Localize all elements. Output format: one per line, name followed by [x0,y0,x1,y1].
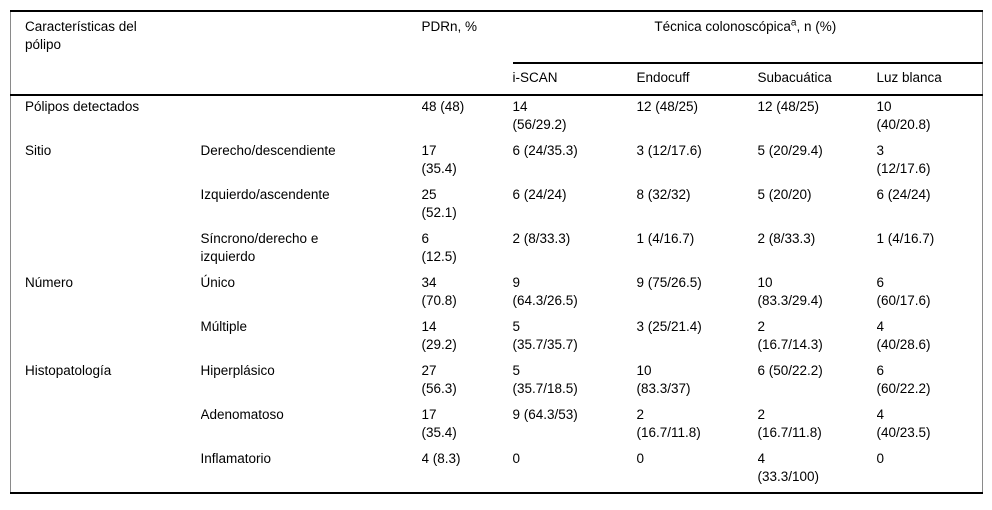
col-header-polyp-characteristics: Características del pólipo [10,11,422,96]
table-cell: 5 (20/20) [757,187,812,202]
table-cell: 0 [636,451,645,466]
table-cell: 6 (24/24) [876,187,931,202]
row-label-empty [11,228,201,272]
page-body: Características del pólipo PDRn, % Técni… [10,10,984,494]
technique-group-label: Técnica colonoscópica [654,19,791,34]
table-cell: 14 (56/29.2) [512,99,567,132]
table-cell: Adenomatoso [200,407,284,422]
table-cell: 25 (52.1) [421,187,457,220]
table-header: Características del pólipo PDRn, % Técni… [10,11,983,96]
table-cell: Izquierdo/ascendente [200,187,330,202]
table-cell: 9 (75/26.5) [636,275,702,290]
row-label-numero: Número [25,275,74,290]
row-label-empty [11,316,201,360]
table-cell: Múltiple [200,319,248,334]
table-cell: 4 (40/23.5) [876,407,931,440]
table-cell: 5 (20/29.4) [757,143,823,158]
footnote-marker-a: a [790,17,797,29]
table-cell: Único [200,275,236,290]
table-row: Histopatología Hiperplásico 27 (56.3) 5 … [11,360,983,404]
table-cell: 6 (24/35.3) [512,143,578,158]
table-cell: 2 (8/33.3) [757,231,816,246]
table-cell: 10 (40/20.8) [876,99,931,132]
table-cell: 0 [512,451,521,466]
table-cell: 1 (4/16.7) [876,231,935,246]
header-row-subcolumns: i-SCAN Endocuff Subacuática Luz blanca [11,63,983,96]
table-cell: 10 (83.3/37) [636,363,691,396]
table-body: Pólipos detectados 48 (48) 14 (56/29.2) … [11,95,983,493]
table-cell [201,95,422,140]
row-label-empty [11,448,201,493]
table-cell: 0 [876,451,885,466]
table-cell: 48 (48) [421,99,465,114]
row-label-empty [11,184,201,228]
table-cell: 6 (24/24) [512,187,567,202]
table-cell: 6 (60/17.6) [876,275,931,308]
table-cell: 8 (32/32) [636,187,691,202]
table-cell: 10 (83.3/29.4) [757,275,823,308]
table-cell: 6 (12.5) [421,231,457,264]
row-label-sitio: Sitio [25,143,52,158]
col-group-colonoscopic-technique: Técnica colonoscópicaa, n (%) [512,11,983,64]
table-cell: 17 (35.4) [421,143,457,176]
table-cell: 2 (16.7/14.3) [757,319,823,352]
table-cell: 4 (8.3) [421,451,461,466]
table-cell: 2 (16.7/11.8) [757,407,822,440]
row-label-polipos-detectados: Pólipos detectados [25,99,140,114]
table-row: Sitio Derecho/descendiente 17 (35.4) 6 (… [11,140,983,184]
col-header-pdrn: PDRn, % [421,11,513,96]
table-row: Número Único 34 (70.8) 9 (64.3/26.5) 9 (… [11,272,983,316]
table-cell: 2 (16.7/11.8) [636,407,701,440]
table-cell: 4 (40/28.6) [876,319,931,352]
polyp-characteristics-table: Características del pólipo PDRn, % Técni… [10,10,984,494]
table-cell: 27 (56.3) [421,363,457,396]
table-cell: 34 (70.8) [421,275,457,308]
table-cell: Hiperplásico [200,363,275,378]
table-cell: 17 (35.4) [421,407,457,440]
col-header-endocuff: Endocuff [636,63,758,96]
table-cell: 3 (12/17.6) [876,143,931,176]
table-cell: 3 (12/17.6) [636,143,702,158]
table-cell: 6 (60/22.2) [876,363,931,396]
table-row: Izquierdo/ascendente 25 (52.1) 6 (24/24)… [11,184,983,228]
table-cell: Inflamatorio [200,451,272,466]
table-cell: 9 (64.3/26.5) [512,275,578,308]
table-cell: 6 (50/22.2) [757,363,823,378]
table-row: Inflamatorio 4 (8.3) 0 0 4 (33.3/100) 0 [11,448,983,493]
table-cell: 14 (29.2) [421,319,457,352]
table-cell: 3 (25/21.4) [636,319,702,334]
table-cell: 5 (35.7/35.7) [512,319,578,352]
technique-group-units: , n (%) [796,19,837,34]
table-cell: 5 (35.7/18.5) [512,363,578,396]
table-cell: 9 (64.3/53) [512,407,578,422]
table-cell: 2 (8/33.3) [512,231,571,246]
col-header-subacuatica: Subacuática [757,63,877,96]
row-label-empty [11,404,201,448]
table-cell: 4 (33.3/100) [757,451,820,484]
col-header-iscan: i-SCAN [512,63,637,96]
col-header-luz-blanca: Luz blanca [876,63,983,96]
table-cell: 1 (4/16.7) [636,231,695,246]
table-row: Adenomatoso 17 (35.4) 9 (64.3/53) 2 (16.… [11,404,983,448]
table-row: Pólipos detectados 48 (48) 14 (56/29.2) … [11,95,983,140]
table-cell: 12 (48/25) [757,99,820,114]
row-label-histopatologia: Histopatología [25,363,112,378]
header-row-groups: Características del pólipo PDRn, % Técni… [10,11,983,96]
table-row: Síncrono/derecho e izquierdo 6 (12.5) 2 … [11,228,983,272]
table-row: Múltiple 14 (29.2) 5 (35.7/35.7) 3 (25/2… [11,316,983,360]
table-cell: 12 (48/25) [636,99,699,114]
table-cell: Síncrono/derecho e izquierdo [200,231,319,264]
table-cell: Derecho/descendiente [200,143,336,158]
